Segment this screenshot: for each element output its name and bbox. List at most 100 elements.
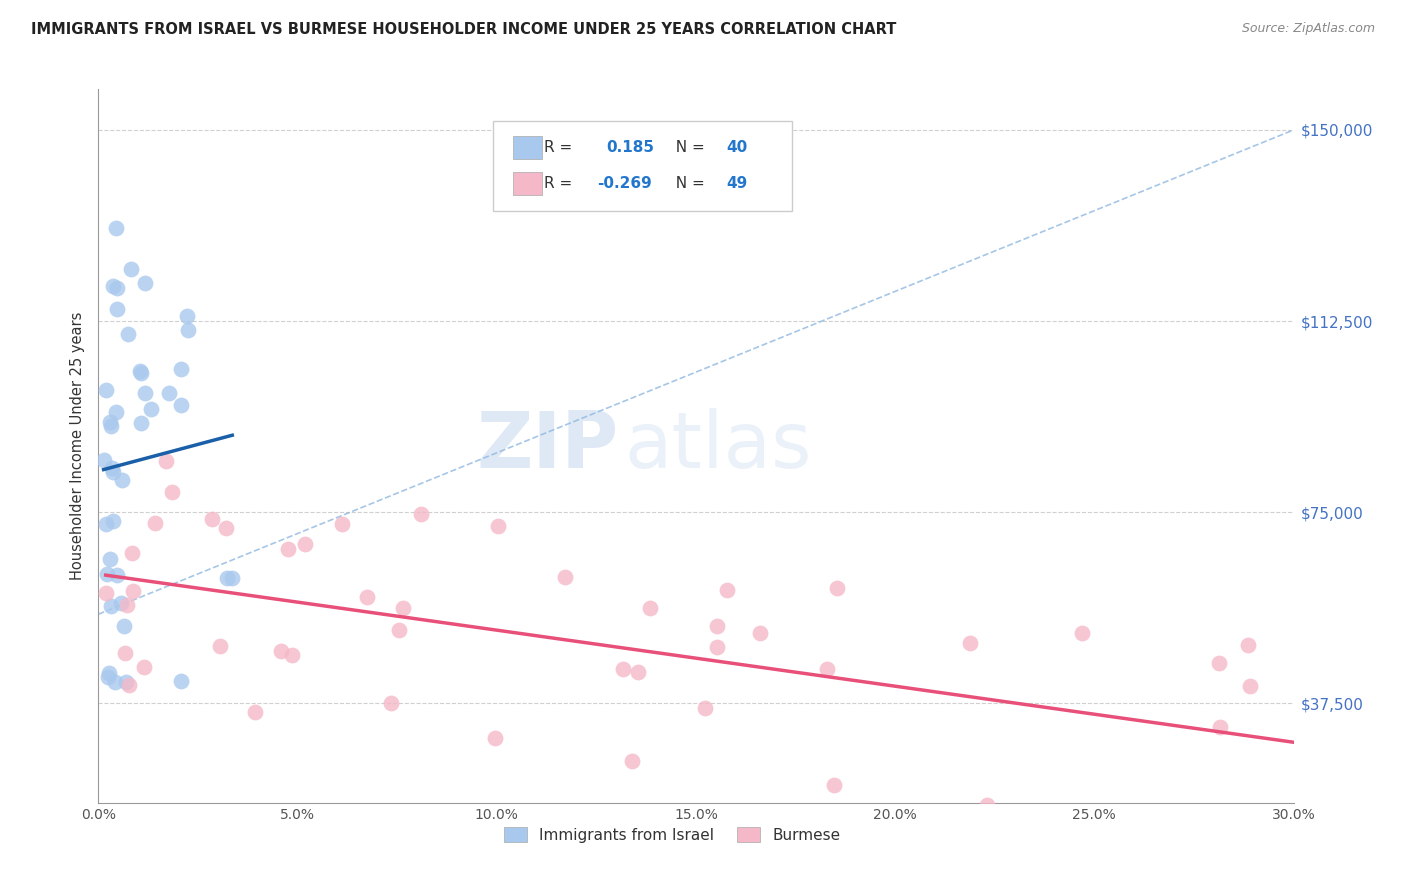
Point [208,640,231,654]
Point [294,536,316,550]
Text: R =: R = [544,177,578,192]
Text: 49: 49 [725,177,747,192]
FancyBboxPatch shape [513,136,541,160]
Point [103,514,125,528]
Point [1070,625,1092,640]
Point [97,669,120,683]
Point [176,309,198,323]
Point [162,484,184,499]
Point [139,402,162,417]
Point [120,262,142,277]
Text: 40: 40 [725,140,747,155]
Point [100,419,122,434]
Point [111,474,134,488]
Point [118,678,141,692]
Point [134,660,156,674]
Point [94,517,117,532]
Point [638,601,661,615]
Point [112,619,135,633]
Point [170,398,193,412]
Point [129,367,152,381]
Point [129,416,152,430]
Point [612,662,634,676]
Point [825,581,848,595]
Point [380,697,402,711]
Point [157,386,180,401]
Text: Source: ZipAtlas.com: Source: ZipAtlas.com [1241,22,1375,36]
Point [277,542,299,557]
Point [115,598,138,612]
Point [706,640,728,655]
Point [215,521,238,535]
Point [1236,639,1258,653]
Point [105,405,128,419]
FancyBboxPatch shape [513,172,541,195]
Point [1087,826,1109,840]
Point [101,279,124,293]
Point [155,453,177,467]
Point [620,754,643,768]
Point [484,731,506,745]
Text: 0.185: 0.185 [606,140,654,155]
Point [93,453,115,467]
FancyBboxPatch shape [494,121,792,211]
Point [243,706,266,720]
Point [815,662,838,676]
Point [98,552,121,566]
Point [98,666,121,681]
Point [411,507,433,521]
Point [749,626,772,640]
Point [101,461,124,475]
Point [959,636,981,650]
Point [121,584,143,599]
Point [134,276,156,290]
Point [105,567,128,582]
Legend: Immigrants from Israel, Burmese: Immigrants from Israel, Burmese [498,821,846,848]
Point [1239,679,1261,693]
Text: -0.269: -0.269 [596,177,651,192]
Point [693,701,716,715]
Text: IMMIGRANTS FROM ISRAEL VS BURMESE HOUSEHOLDER INCOME UNDER 25 YEARS CORRELATION : IMMIGRANTS FROM ISRAEL VS BURMESE HOUSEH… [31,22,896,37]
Point [387,624,409,638]
Point [128,364,150,378]
Point [105,221,128,235]
Point [121,546,143,560]
Point [117,326,139,341]
Text: atlas: atlas [624,408,811,484]
Point [221,571,243,585]
Point [486,518,509,533]
Point [100,599,122,613]
Point [330,517,353,532]
Point [101,465,124,479]
Text: N =: N = [666,140,710,155]
Point [201,512,224,526]
Point [627,665,650,679]
Point [134,386,156,401]
Point [716,582,738,597]
Point [706,619,728,633]
Point [823,779,845,793]
Point [105,281,128,295]
Point [988,812,1011,826]
Text: N =: N = [666,177,710,192]
Point [110,596,132,610]
Point [170,362,193,376]
Point [105,301,128,316]
Point [1208,657,1230,671]
Point [114,646,136,660]
Y-axis label: Householder Income Under 25 years: Householder Income Under 25 years [69,312,84,580]
Point [391,601,413,615]
Text: ZIP: ZIP [477,408,619,484]
Point [169,673,191,688]
Point [98,415,121,429]
Point [143,516,166,531]
Point [94,586,117,600]
Point [554,570,576,584]
Point [280,648,302,662]
Point [94,383,117,397]
Text: R =: R = [544,140,578,155]
Point [356,590,378,604]
Point [217,571,239,585]
Point [96,567,118,582]
Point [1209,720,1232,734]
